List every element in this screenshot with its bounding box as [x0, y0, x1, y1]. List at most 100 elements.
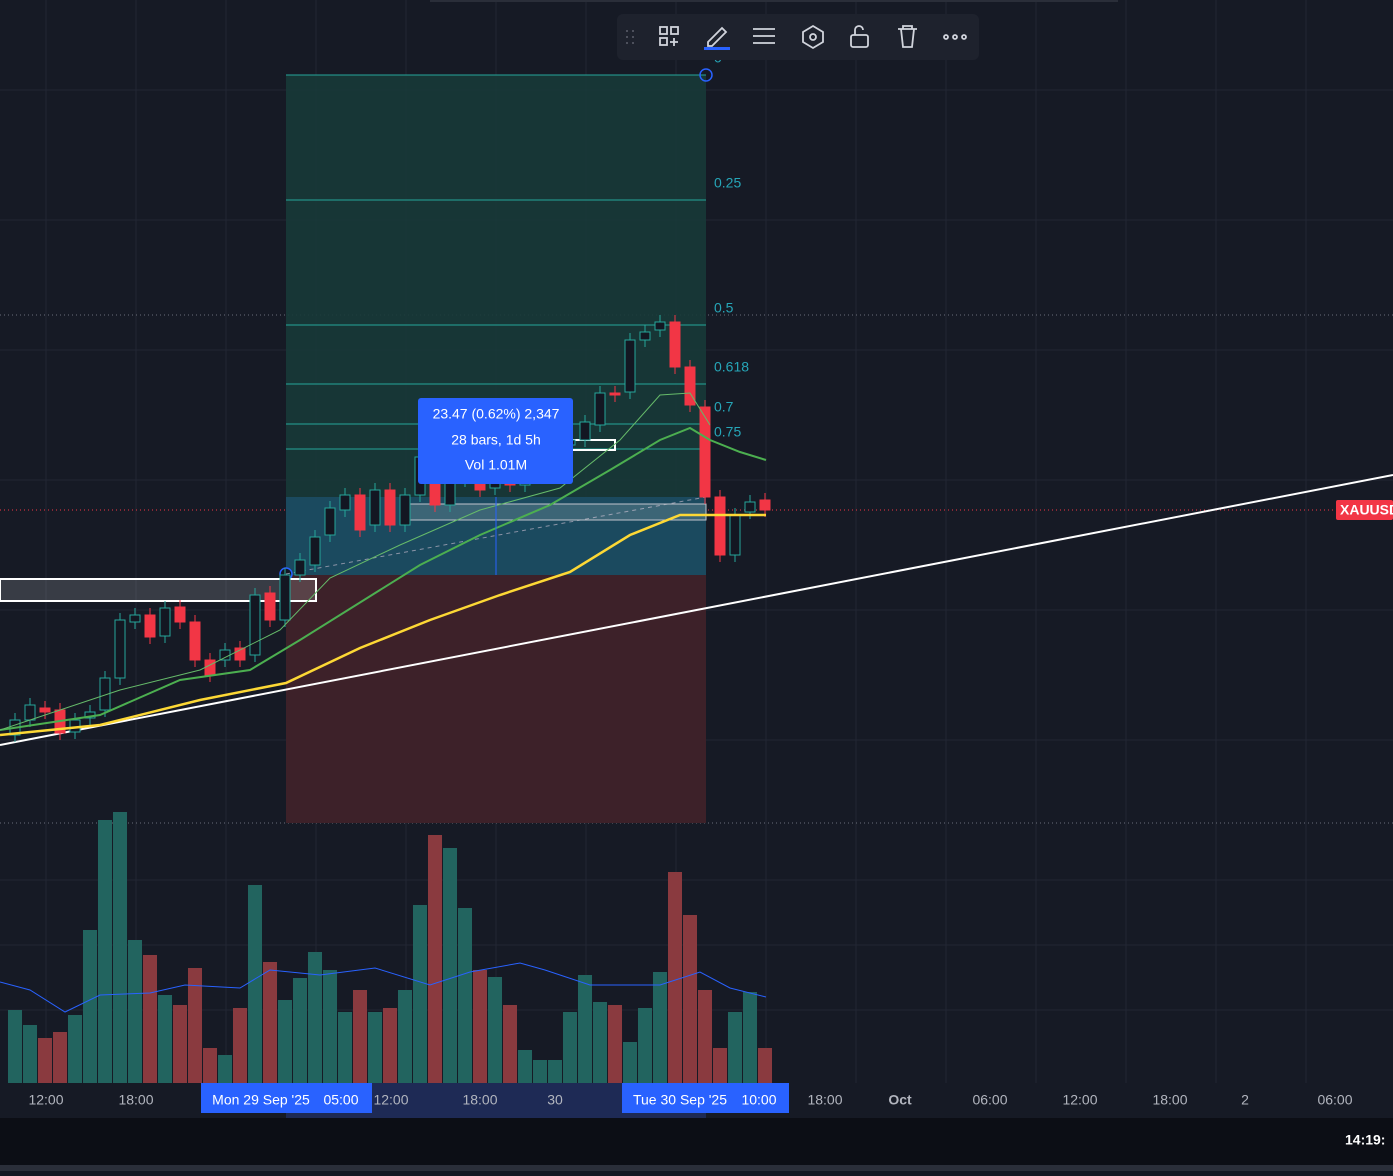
volume-bar	[428, 835, 442, 1083]
candle	[354, 494, 366, 531]
tooltip	[418, 398, 573, 484]
candle	[609, 392, 621, 396]
axis-label: 06:00	[1317, 1092, 1352, 1108]
volume	[8, 812, 772, 1083]
candle	[594, 392, 606, 426]
volume-bar	[98, 820, 112, 1083]
axis-label: 18:00	[807, 1092, 842, 1108]
volume-bar	[533, 1060, 547, 1083]
symbol: XAUUSD	[1340, 502, 1393, 518]
candle	[264, 592, 276, 621]
symbol-tag	[1336, 500, 1393, 520]
candle	[579, 421, 591, 441]
axis-label: 2	[1241, 1092, 1249, 1108]
volume-bar	[8, 1010, 22, 1083]
candle	[684, 366, 696, 406]
axis-label: 06:00	[972, 1092, 1007, 1108]
fib-label: 0.25	[714, 175, 741, 191]
volume-bar	[278, 1000, 292, 1083]
trend-line	[0, 474, 1393, 746]
candle	[234, 647, 246, 661]
volume-bar	[473, 970, 487, 1083]
volume-bar	[548, 1060, 562, 1083]
fib-zone-red	[286, 575, 706, 823]
volume-bar	[413, 905, 427, 1083]
fib-label: 0.5	[714, 300, 734, 316]
candle	[399, 494, 411, 526]
volume-bar	[173, 1005, 187, 1083]
clock: 14:19:	[1345, 1132, 1385, 1148]
grid	[0, 0, 1393, 1083]
candle	[24, 704, 36, 721]
candle	[339, 494, 351, 511]
volume-bar	[353, 990, 367, 1083]
volume-bar	[503, 1005, 517, 1083]
axis-label: 05:00	[323, 1092, 358, 1108]
volume-bar	[338, 1012, 352, 1083]
axis-label: 12:00	[373, 1092, 408, 1108]
handle[interactable]	[699, 68, 713, 82]
volume-bar	[83, 930, 97, 1083]
volume-bar	[608, 1005, 622, 1083]
candle	[219, 649, 231, 661]
candle	[249, 594, 261, 656]
candle	[174, 606, 186, 623]
volume-bar	[713, 1048, 727, 1083]
candle	[669, 321, 681, 368]
candle	[654, 321, 666, 331]
axis-label: 12:00	[1062, 1092, 1097, 1108]
volume-bar	[293, 978, 307, 1083]
axis-label: 10:00	[741, 1092, 776, 1108]
volume-bar	[158, 995, 172, 1083]
volume-bar	[248, 885, 262, 1083]
tooltip-text: Vol 1.01M	[465, 457, 527, 473]
axis-label: 12:00	[28, 1092, 63, 1108]
volume-bar	[68, 1015, 82, 1083]
candle	[144, 614, 156, 638]
candle	[159, 607, 171, 637]
candle	[39, 707, 51, 713]
axis-label: 30	[547, 1092, 563, 1108]
candle	[384, 489, 396, 526]
volume-ma	[0, 962, 767, 1013]
axis-label: 18:00	[462, 1092, 497, 1108]
volume-bar	[683, 915, 697, 1083]
measure-line	[285, 496, 707, 575]
volume-bar	[653, 972, 667, 1083]
candle	[99, 677, 111, 711]
axis-highlight	[622, 1083, 789, 1113]
volume-bar	[443, 848, 457, 1083]
candle	[369, 489, 381, 526]
volume-bar	[698, 990, 712, 1083]
volume-bar	[743, 992, 757, 1083]
axis-labels: 12:00 18:00 Mon 29 Sep '25 05:00 12:00 18:00 3…	[28, 1092, 1352, 1108]
status-bar	[0, 1118, 1393, 1165]
bottom-edge	[0, 1165, 1393, 1171]
volume-bar	[458, 908, 472, 1083]
candle	[114, 619, 126, 679]
fib-label: 0.7	[714, 399, 734, 415]
candle	[699, 406, 711, 498]
candle	[759, 499, 771, 511]
toolbar-icons[interactable]	[626, 24, 967, 50]
volume-bar	[578, 975, 592, 1083]
ma-yellow	[0, 513, 766, 737]
candle	[129, 614, 141, 623]
candle	[279, 574, 291, 621]
candle	[714, 496, 726, 556]
volume-bar	[398, 990, 412, 1083]
candle	[324, 507, 336, 536]
candle	[204, 659, 216, 676]
volume-bar	[563, 1012, 577, 1083]
volume-bar	[128, 940, 142, 1083]
volume-bar	[233, 1008, 247, 1083]
volume-bar	[23, 1025, 37, 1083]
volume-bar	[53, 1032, 67, 1083]
volume-bar	[518, 1050, 532, 1083]
volume-bar	[38, 1038, 52, 1083]
candle	[309, 536, 321, 566]
volume-bar	[263, 962, 277, 1083]
axis-highlight	[201, 1083, 372, 1113]
axis-label: 18:00	[118, 1092, 153, 1108]
volume-bar	[113, 812, 127, 1083]
